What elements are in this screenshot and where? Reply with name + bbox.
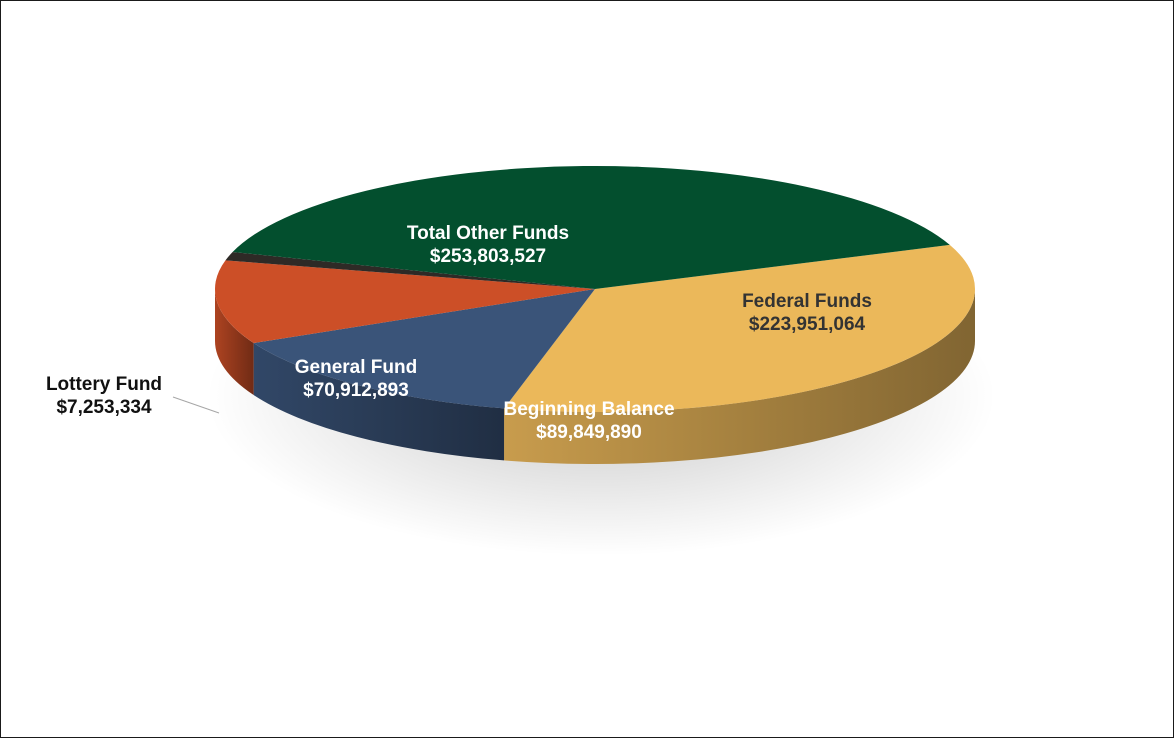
pie-sides [215,289,975,465]
pie-tops [215,166,976,412]
pie-labels: Federal Funds$223,951,064 Beginning Balan… [46,223,872,443]
pie-slice-total-other-funds [232,166,950,289]
slice-amount-lottery-fund: $7,253,334 [56,397,152,418]
pie-slice-beginning-balance [253,289,596,409]
slice-amount-beginning-balance: $89,849,890 [536,422,642,443]
slice-label-federal-funds: Federal Funds [742,291,872,312]
slice-amount-federal-funds: $223,951,064 [749,314,866,335]
slice-label-general-fund: General Fund [295,357,417,378]
slice-label-lottery-fund: Lottery Fund [46,374,162,395]
pie-slice-side-general-fund [215,289,254,396]
slice-amount-total-other-funds: $253,803,527 [430,246,546,267]
pie-slice-lottery-fund [225,251,596,289]
slice-amount-general-fund: $70,912,893 [303,380,409,401]
slice-label-total-other-funds: Total Other Funds [407,223,569,244]
pie-slice-general-fund [215,260,595,344]
leader-line-lottery-fund [172,396,220,414]
slice-label-beginning-balance: Beginning Balance [503,399,674,420]
pie-slice-side-federal-funds [504,289,975,465]
pie-slice-federal-funds [504,244,976,412]
pie-slice-side-beginning-balance [253,343,505,461]
